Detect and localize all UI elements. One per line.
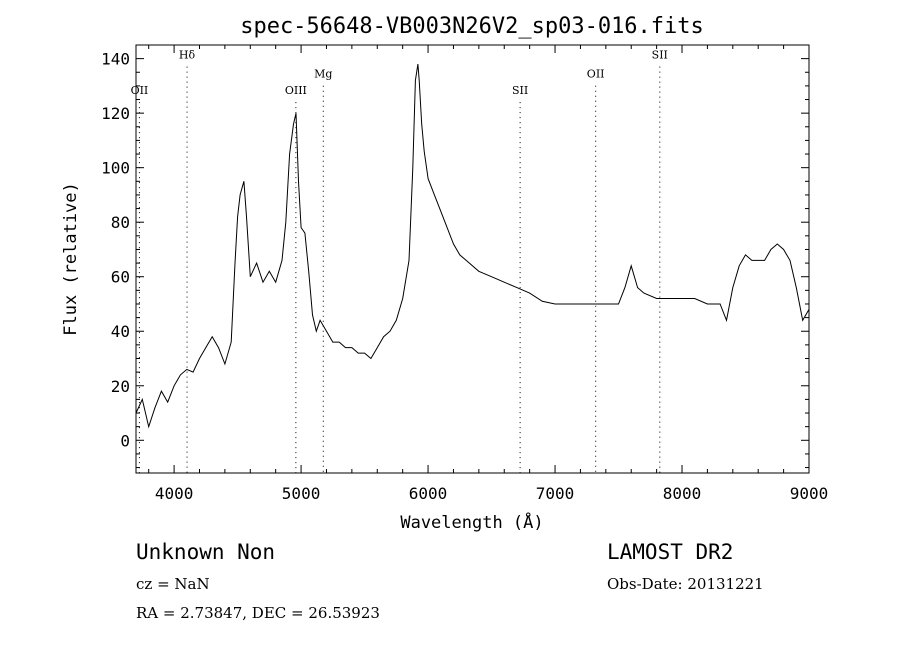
x-tick-label: 9000 bbox=[790, 484, 829, 503]
y-tick-label: 80 bbox=[111, 213, 130, 232]
spectrum-series-line bbox=[135, 64, 810, 429]
y-tick-label: 60 bbox=[111, 268, 130, 287]
plot-frame bbox=[135, 44, 810, 474]
y-tick-label: 140 bbox=[101, 50, 130, 69]
obs-date: Obs-Date: 20131221 bbox=[607, 575, 764, 593]
y-axis-label: Flux (relative) bbox=[61, 182, 81, 336]
y-tick-label: 120 bbox=[101, 104, 130, 123]
axis-ticks bbox=[136, 45, 810, 473]
chart-title: spec-56648-VB003N26V2_sp03-016.fits bbox=[240, 14, 704, 39]
reference-lines: OII Hδ OIII Mg SII OII SII bbox=[131, 49, 668, 473]
redshift-text: cz = NaN bbox=[136, 575, 210, 593]
object-class: Unknown Non bbox=[136, 540, 276, 564]
tick-labels: 4000 5000 6000 7000 8000 9000 0 20 40 60 80 100 120 1… bbox=[101, 50, 828, 503]
x-tick-label: 7000 bbox=[536, 484, 575, 503]
survey-name: LAMOST DR2 bbox=[607, 540, 734, 564]
emission-line-label: Hδ bbox=[179, 49, 196, 62]
x-tick-label: 8000 bbox=[663, 484, 702, 503]
y-tick-label: 0 bbox=[120, 431, 130, 450]
y-tick-label: 100 bbox=[101, 159, 130, 178]
emission-line-label: OII bbox=[131, 84, 149, 97]
x-axis-label: Wavelength (Å) bbox=[400, 511, 543, 533]
ra-dec-text: RA = 2.73847, DEC = 26.53923 bbox=[136, 604, 380, 622]
emission-line-label: SII bbox=[652, 49, 668, 62]
x-tick-label: 6000 bbox=[409, 484, 448, 503]
emission-line-label: SII bbox=[512, 84, 528, 97]
emission-line-label: OIII bbox=[285, 84, 307, 97]
emission-line-label: OII bbox=[587, 68, 605, 81]
x-tick-label: 5000 bbox=[282, 484, 321, 503]
y-tick-label: 20 bbox=[111, 377, 130, 396]
x-tick-label: 4000 bbox=[155, 484, 194, 503]
y-tick-label: 40 bbox=[111, 322, 130, 341]
emission-line-label: Mg bbox=[314, 68, 332, 81]
